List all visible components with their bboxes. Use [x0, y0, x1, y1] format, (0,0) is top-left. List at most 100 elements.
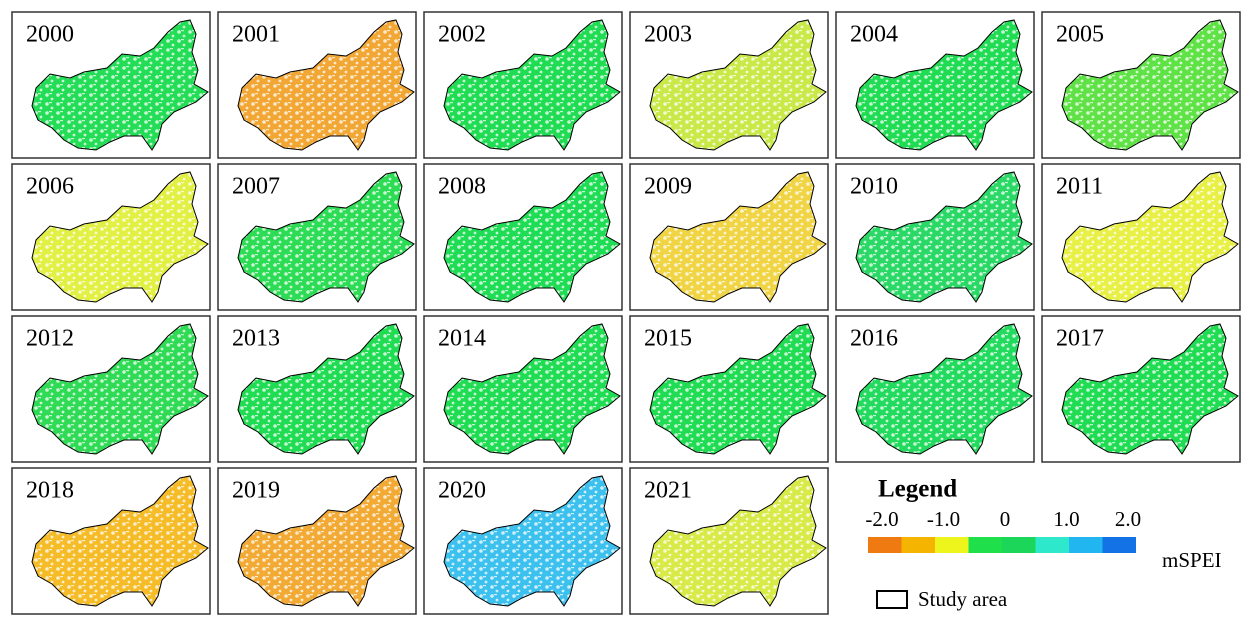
- panel-year: 2014: [438, 326, 486, 352]
- map-panel: 2000: [11, 11, 211, 159]
- no-data-speckle: [650, 476, 826, 606]
- legend-color: [1002, 537, 1036, 553]
- no-data-speckle: [238, 172, 414, 302]
- panel-year: 2006: [26, 174, 74, 200]
- study-area-outline: [443, 475, 621, 607]
- no-data-speckle: [650, 324, 826, 454]
- map-panel: 2017: [1041, 315, 1241, 463]
- no-data-speckle: [32, 324, 208, 454]
- study-area-outline: [237, 19, 415, 151]
- panel-year: 2007: [232, 174, 280, 200]
- no-data-speckle: [238, 324, 414, 454]
- no-data-speckle: [650, 172, 826, 302]
- study-area-outline: [237, 171, 415, 303]
- panel-year: 2011: [1056, 174, 1103, 200]
- legend-tick: -1.0: [927, 507, 960, 531]
- study-area-outline: [443, 323, 621, 455]
- map-panel: 2007: [217, 163, 417, 311]
- panel-year: 2012: [26, 326, 74, 352]
- panel-year: 2003: [644, 22, 692, 48]
- panel-year: 2008: [438, 174, 486, 200]
- no-data-speckle: [856, 324, 1032, 454]
- map-panel: 2008: [423, 163, 623, 311]
- panel-year: 2004: [850, 22, 898, 48]
- no-data-speckle: [1062, 172, 1238, 302]
- map-panel: 2001: [217, 11, 417, 159]
- panel-year: 2010: [850, 174, 898, 200]
- map-panel: 2014: [423, 315, 623, 463]
- no-data-speckle: [650, 20, 826, 150]
- map-panel: 2013: [217, 315, 417, 463]
- map-panel: 2005: [1041, 11, 1241, 159]
- legend-color: [868, 537, 902, 553]
- no-data-speckle: [1062, 20, 1238, 150]
- study-area-outline: [855, 323, 1033, 455]
- study-area-outline: [649, 171, 827, 303]
- map-panel: 2015: [629, 315, 829, 463]
- study-area-outline: [1061, 19, 1239, 151]
- no-data-speckle: [32, 172, 208, 302]
- panel-year: 2020: [438, 478, 486, 504]
- study-area-outline: [31, 475, 209, 607]
- legend-tick: 1.0: [1053, 507, 1079, 531]
- map-panel: 2019: [217, 467, 417, 615]
- legend-color: [935, 537, 969, 553]
- no-data-speckle: [32, 476, 208, 606]
- no-data-speckle: [444, 20, 620, 150]
- map-panel: 2012: [11, 315, 211, 463]
- study-area-outline: [855, 171, 1033, 303]
- map-panel: 2002: [423, 11, 623, 159]
- study-area-outline: [31, 171, 209, 303]
- panel-year: 2021: [644, 478, 692, 504]
- panel-year: 2009: [644, 174, 692, 200]
- panel-year: 2001: [232, 22, 280, 48]
- map-panel: 2018: [11, 467, 211, 615]
- legend-color: [901, 537, 935, 553]
- study-area-outline: [31, 323, 209, 455]
- no-data-speckle: [1062, 324, 1238, 454]
- panel-year: 2005: [1056, 22, 1104, 48]
- panel-year: 2015: [644, 326, 692, 352]
- panel-year: 2017: [1056, 326, 1104, 352]
- legend-color: [1102, 537, 1136, 553]
- no-data-speckle: [238, 20, 414, 150]
- panel-year: 2019: [232, 478, 280, 504]
- map-panel: 2009: [629, 163, 829, 311]
- study-area-swatch: [876, 590, 908, 609]
- panel-year: 2002: [438, 22, 486, 48]
- study-area-outline: [443, 19, 621, 151]
- panel-year: 2000: [26, 22, 74, 48]
- legend-color: [1069, 537, 1103, 553]
- study-area-outline: [649, 19, 827, 151]
- study-area-outline: [443, 171, 621, 303]
- legend-color: [1035, 537, 1069, 553]
- no-data-speckle: [444, 324, 620, 454]
- no-data-speckle: [32, 20, 208, 150]
- study-area-outline: [237, 323, 415, 455]
- study-area-outline: [237, 475, 415, 607]
- map-panel: 2016: [835, 315, 1035, 463]
- map-panel: 2011: [1041, 163, 1241, 311]
- legend-unit: mSPEI: [1162, 548, 1222, 572]
- map-panel: 2003: [629, 11, 829, 159]
- study-area-outline: [1061, 171, 1239, 303]
- map-panel: 2010: [835, 163, 1035, 311]
- no-data-speckle: [856, 172, 1032, 302]
- panel-year: 2016: [850, 326, 898, 352]
- study-area-outline: [31, 19, 209, 151]
- map-panel: 2021: [629, 467, 829, 615]
- map-panel: 2020: [423, 467, 623, 615]
- map-panel: 2004: [835, 11, 1035, 159]
- legend-title: Legend: [878, 476, 957, 503]
- no-data-speckle: [238, 476, 414, 606]
- map-panel: 2006: [11, 163, 211, 311]
- study-area-outline: [649, 475, 827, 607]
- panel-year: 2013: [232, 326, 280, 352]
- panel-year: 2018: [26, 478, 74, 504]
- study-area-outline: [855, 19, 1033, 151]
- no-data-speckle: [444, 172, 620, 302]
- study-area-outline: [1061, 323, 1239, 455]
- legend-tick: 0: [1000, 507, 1011, 531]
- no-data-speckle: [444, 476, 620, 606]
